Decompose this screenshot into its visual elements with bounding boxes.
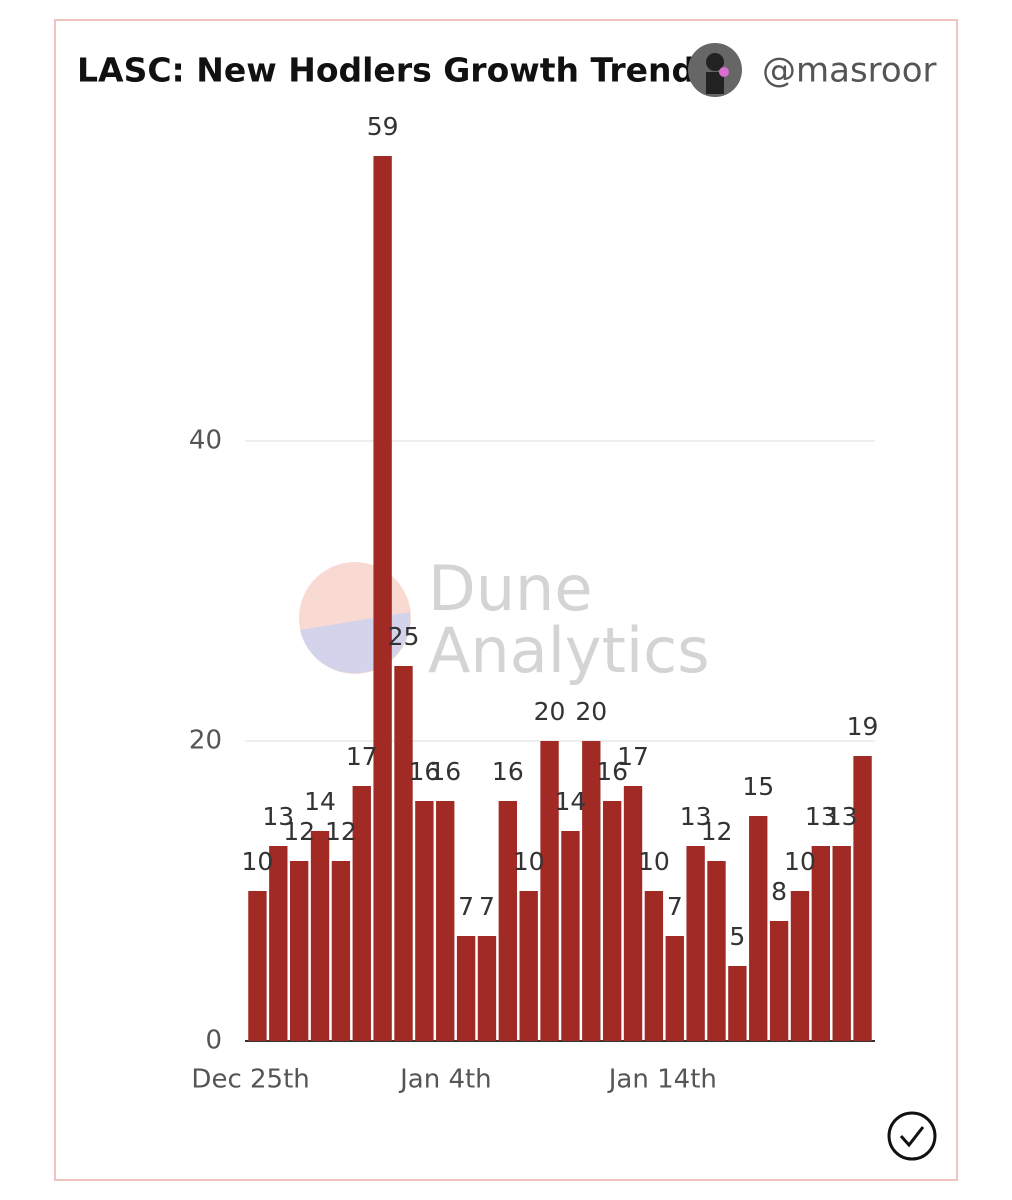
bar	[728, 966, 747, 1041]
bar	[790, 891, 810, 1041]
bar	[498, 801, 518, 1041]
value-label: 16	[492, 757, 524, 786]
bar	[644, 891, 664, 1041]
value-label: 16	[429, 757, 461, 786]
bar	[707, 861, 726, 1041]
bar	[269, 846, 288, 1041]
bar	[289, 861, 309, 1041]
bar	[665, 936, 684, 1041]
bar	[602, 801, 622, 1041]
value-label: 14	[304, 787, 336, 816]
value-label: 13	[805, 802, 837, 831]
value-label: 25	[388, 622, 420, 651]
bar	[436, 801, 455, 1041]
value-label: 59	[367, 112, 399, 141]
bar	[561, 831, 580, 1041]
value-label: 13	[826, 802, 858, 831]
value-label: 10	[242, 847, 274, 876]
y-tick-label: 0	[205, 1026, 222, 1056]
value-label: 13	[262, 802, 294, 831]
bar	[811, 846, 831, 1041]
bar	[373, 156, 392, 1041]
value-label: 12	[325, 817, 357, 846]
bar	[749, 816, 768, 1041]
value-label: 19	[847, 712, 879, 741]
watermark-text: Dune	[428, 552, 592, 625]
value-label: 10	[784, 847, 816, 876]
avatar	[688, 43, 742, 97]
bar	[415, 801, 434, 1041]
value-label: 10	[513, 847, 545, 876]
bar	[519, 891, 538, 1041]
value-label: 20	[575, 697, 607, 726]
value-label: 14	[555, 787, 587, 816]
bar	[248, 891, 267, 1041]
x-tick-label: Jan 14th	[607, 1065, 717, 1095]
value-label: 8	[771, 877, 787, 906]
y-tick-label: 40	[189, 426, 222, 456]
value-label: 7	[458, 892, 474, 921]
bar	[477, 936, 497, 1041]
bar	[352, 786, 371, 1041]
bar	[686, 846, 705, 1041]
value-label: 16	[596, 757, 628, 786]
bar	[623, 786, 643, 1041]
bar	[582, 741, 601, 1041]
value-label: 17	[617, 742, 649, 771]
value-label: 10	[638, 847, 670, 876]
x-tick-label: Dec 25th	[191, 1065, 309, 1095]
bar	[853, 756, 872, 1041]
chart-title: LASC: New Hodlers Growth Trend	[77, 51, 695, 90]
author: @masroor	[762, 51, 937, 91]
bar	[310, 831, 330, 1041]
value-label: 15	[742, 772, 774, 801]
value-label: 12	[701, 817, 733, 846]
x-tick-label: Jan 4th	[398, 1065, 492, 1095]
value-label: 7	[479, 892, 495, 921]
bar	[394, 666, 413, 1041]
value-label: 20	[534, 697, 566, 726]
bar	[456, 936, 476, 1041]
check-button[interactable]	[887, 1111, 937, 1161]
y-tick-label: 20	[189, 726, 222, 756]
value-label: 7	[667, 892, 683, 921]
value-label: 5	[729, 922, 745, 951]
value-label: 16	[408, 757, 440, 786]
value-label: 12	[283, 817, 315, 846]
value-label: 17	[346, 742, 378, 771]
bar	[769, 921, 789, 1041]
bar	[331, 861, 351, 1041]
bar	[832, 846, 851, 1041]
watermark-text: Analytics	[428, 614, 710, 687]
value-label: 13	[680, 802, 712, 831]
bar	[540, 741, 559, 1041]
